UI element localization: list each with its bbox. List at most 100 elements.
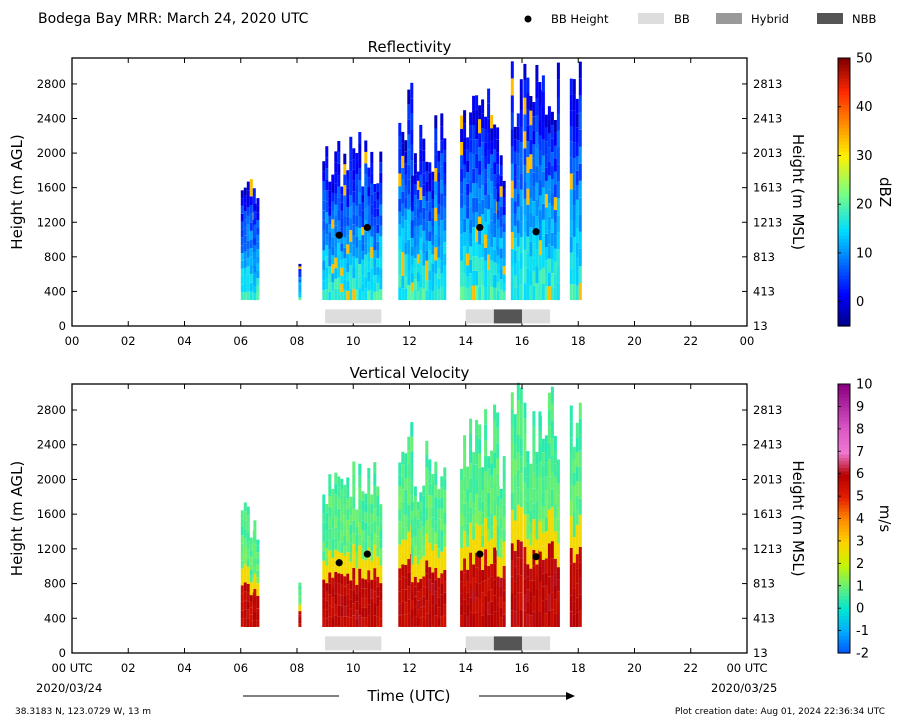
heatmap-cell — [337, 476, 341, 488]
heatmap-cell — [334, 183, 338, 194]
heatmap-cell — [416, 190, 420, 200]
colorbar-frame — [837, 57, 851, 327]
heatmap-cell — [422, 161, 426, 174]
heatmap-cell — [529, 168, 533, 184]
heatmap-cell — [490, 488, 494, 501]
heatmap-cell — [519, 284, 523, 301]
heatmap-cell — [496, 458, 500, 474]
heatmap-cell — [519, 110, 523, 127]
heatmap-cell — [547, 526, 551, 544]
heatmap-cell — [510, 214, 514, 232]
heatmap-cell — [443, 604, 447, 616]
y-tick-label-right: 2413 — [753, 112, 782, 126]
heatmap-cell — [334, 247, 338, 258]
heatmap-cell — [437, 161, 441, 173]
heatmap-cell — [346, 198, 350, 208]
colorbar-cell — [838, 88, 850, 93]
heatmap-cell — [253, 293, 257, 301]
heatmap-cell — [519, 95, 523, 111]
heatmap-cell — [496, 228, 500, 238]
heatmap-cell — [541, 573, 545, 587]
heatmap-cell — [246, 515, 250, 524]
heatmap-cell — [532, 580, 536, 597]
heatmap-cell — [407, 572, 411, 587]
heatmap-cell — [431, 263, 435, 273]
heatmap-cell — [475, 567, 479, 583]
heatmap-cell — [460, 234, 464, 248]
heatmap-cell — [569, 252, 573, 269]
heatmap-cell — [513, 126, 517, 140]
heatmap-cell — [401, 204, 405, 216]
location-note: 38.3183 N, 123.0729 W, 13 m — [15, 707, 151, 717]
heatmap-cell — [253, 279, 257, 287]
heatmap-cell — [478, 569, 482, 584]
heatmap-cell — [249, 274, 253, 283]
heatmap-cell — [325, 256, 329, 268]
heatmap-cell — [569, 94, 573, 111]
heatmap-cell — [538, 150, 542, 166]
heatmap-cell — [340, 202, 344, 211]
heatmap-cell — [575, 285, 579, 301]
heatmap-cell — [572, 79, 576, 95]
heatmap-cell — [367, 167, 371, 178]
heatmap-cell — [510, 112, 514, 130]
heatmap-cell — [398, 533, 402, 545]
heatmap-cell — [443, 524, 447, 536]
heatmap-cell — [246, 601, 250, 610]
heatmap-cell — [410, 282, 414, 292]
heatmap-cell — [532, 257, 536, 272]
heatmap-cell — [246, 618, 250, 627]
heatmap-cell — [481, 285, 485, 300]
heatmap-cell — [352, 544, 356, 557]
heatmap-cell — [541, 235, 545, 252]
heatmap-cell — [513, 238, 517, 251]
heatmap-cell — [440, 594, 444, 606]
heatmap-cell — [481, 524, 485, 536]
heatmap-cell — [428, 603, 432, 615]
colorbar-cell — [838, 626, 850, 631]
heatmap-cell — [334, 215, 338, 226]
heatmap-cell — [253, 527, 257, 536]
heatmap-cell — [419, 174, 423, 188]
colorbar-cell — [838, 145, 850, 150]
heatmap-cell — [346, 235, 350, 245]
heatmap-cell — [550, 472, 554, 490]
heatmap-cell — [240, 245, 244, 253]
x-tick-label: 10 — [346, 334, 361, 348]
heatmap-cell — [343, 606, 347, 617]
heatmap-cell — [431, 583, 435, 595]
colorbar-cell — [838, 531, 850, 536]
heatmap-cell — [499, 248, 503, 259]
heatmap-cell — [355, 184, 359, 195]
heatmap-cell — [544, 207, 548, 221]
heatmap-cell — [472, 514, 476, 527]
heatmap-cell — [340, 531, 344, 543]
heatmap-cell — [249, 537, 253, 544]
heatmap-cell — [364, 598, 368, 608]
heatmap-cell — [544, 273, 548, 287]
heatmap-cell — [343, 153, 347, 165]
heatmap-cell — [440, 530, 444, 541]
heatmap-cell — [487, 285, 491, 301]
heatmap-cell — [334, 151, 338, 162]
heatmap-cell — [355, 585, 359, 594]
heatmap-cell — [475, 95, 479, 110]
colorbar-cell — [838, 292, 850, 297]
heatmap-cell — [349, 599, 353, 609]
heatmap-cell — [246, 609, 250, 619]
heatmap-cell — [553, 235, 557, 249]
heatmap-cell — [401, 155, 405, 168]
heatmap-cell — [410, 255, 414, 265]
heatmap-cell — [472, 95, 476, 111]
heatmap-cell — [443, 138, 447, 150]
colorbar-cell — [838, 74, 850, 79]
heatmap-cell — [346, 263, 350, 273]
heatmap-cell — [502, 249, 506, 258]
heatmap-cell — [361, 259, 365, 268]
heatmap-cell — [481, 99, 485, 114]
heatmap-cell — [243, 203, 247, 212]
heatmap-cell — [325, 168, 329, 180]
heatmap-cell — [519, 456, 523, 474]
heatmap-cell — [240, 237, 244, 246]
heatmap-cell — [472, 527, 476, 540]
